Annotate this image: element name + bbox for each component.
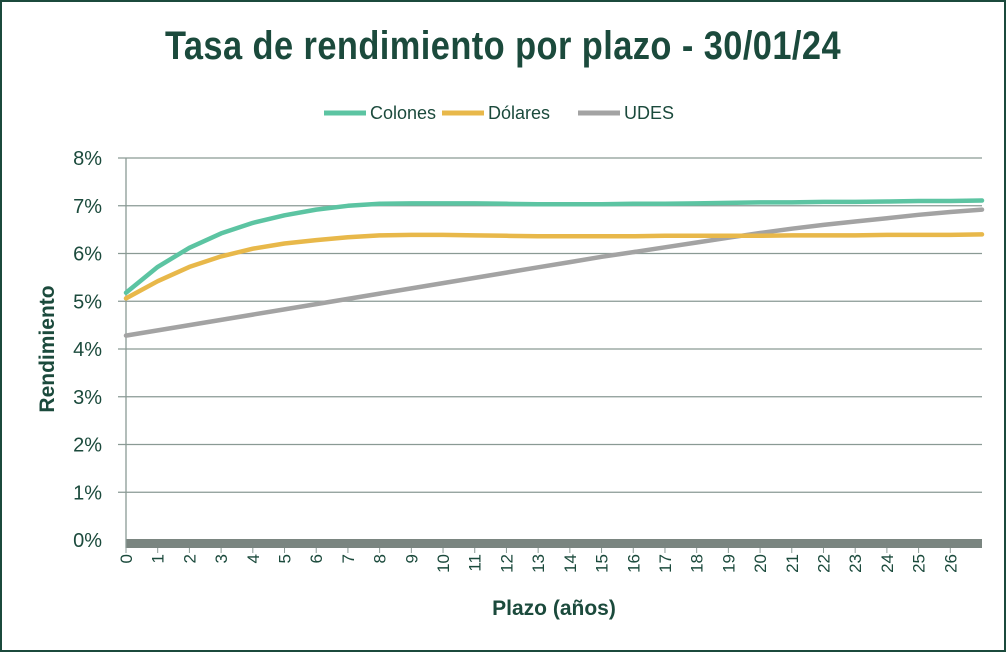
y-tick-label: 0% bbox=[73, 530, 102, 552]
y-tick-label: 5% bbox=[73, 291, 102, 313]
x-tick-label: 7 bbox=[339, 554, 358, 563]
x-tick-label: 14 bbox=[561, 554, 580, 573]
x-tick-label: 15 bbox=[593, 554, 612, 573]
series-lines bbox=[123, 198, 985, 338]
x-axis-ticks: 0 1 2 3 4 5 6 7 8 9 10 11 12 13 14 15 16 17 18 19 20 21 22 23 24… bbox=[117, 548, 960, 573]
x-tick-label: 12 bbox=[497, 554, 516, 573]
series-line-colones bbox=[123, 198, 985, 295]
legend: Colones Dólares UDES bbox=[324, 103, 674, 123]
chart-title: Tasa de rendimiento por plazo - 30/01/24 bbox=[164, 24, 842, 68]
y-tick-label: 7% bbox=[73, 196, 102, 218]
x-tick-label: 17 bbox=[656, 554, 675, 573]
y-axis-label: Rendimiento bbox=[36, 285, 59, 412]
y-axis-ticks: 0% 1% 2% 3% 4% 5% 6% 7% 8% bbox=[73, 148, 102, 552]
x-tick-label: 20 bbox=[751, 554, 770, 573]
x-tick-label: 3 bbox=[212, 554, 231, 563]
legend-label: UDES bbox=[624, 103, 674, 123]
y-tick-label: 1% bbox=[73, 482, 102, 504]
x-tick-label: 26 bbox=[941, 554, 960, 573]
x-tick-label: 6 bbox=[307, 554, 326, 563]
legend-label: Colones bbox=[370, 103, 436, 123]
x-tick-label: 22 bbox=[814, 554, 833, 573]
y-tick-label: 4% bbox=[73, 339, 102, 361]
x-tick-label: 19 bbox=[719, 554, 738, 573]
x-tick-label: 0 bbox=[117, 554, 136, 563]
x-tick-label: 25 bbox=[910, 554, 929, 573]
x-tick-label: 2 bbox=[180, 554, 199, 563]
x-tick-label: 21 bbox=[783, 554, 802, 573]
x-tick-label: 13 bbox=[529, 554, 548, 573]
x-axis-baseline bbox=[126, 539, 982, 548]
x-tick-label: 4 bbox=[244, 554, 263, 563]
series-line-dólares bbox=[123, 232, 985, 301]
x-tick-label: 18 bbox=[688, 554, 707, 573]
x-tick-label: 9 bbox=[402, 554, 421, 563]
x-tick-label: 11 bbox=[466, 554, 485, 572]
x-tick-label: 8 bbox=[371, 554, 390, 563]
x-tick-label: 23 bbox=[846, 554, 865, 573]
x-tick-label: 1 bbox=[149, 554, 168, 563]
y-tick-label: 3% bbox=[73, 387, 102, 409]
x-tick-label: 24 bbox=[878, 554, 897, 573]
x-axis-label: Plazo (años) bbox=[492, 597, 616, 620]
legend-label: Dólares bbox=[488, 103, 550, 123]
y-tick-label: 6% bbox=[73, 244, 102, 266]
x-tick-label: 16 bbox=[624, 554, 643, 573]
x-tick-label: 10 bbox=[434, 554, 453, 573]
y-tick-label: 8% bbox=[73, 148, 102, 170]
series-line-udes bbox=[123, 207, 985, 338]
x-tick-label: 5 bbox=[276, 554, 295, 563]
y-tick-label: 2% bbox=[73, 435, 102, 457]
gridlines bbox=[118, 157, 982, 548]
